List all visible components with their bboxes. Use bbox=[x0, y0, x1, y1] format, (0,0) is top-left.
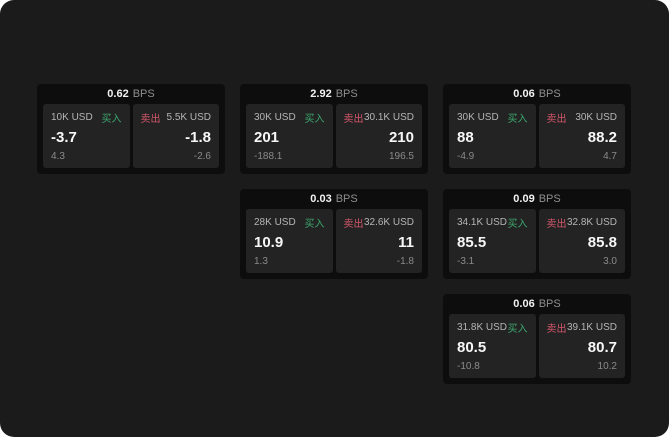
buy-sub-value: -10.8 bbox=[457, 361, 480, 372]
buy-tile[interactable]: 34.1K USD 买入 85.5 -3.1 bbox=[449, 209, 536, 273]
buy-tile[interactable]: 30K USD 买入 88 -4.9 bbox=[449, 104, 536, 168]
buy-sub-value: -4.9 bbox=[457, 151, 475, 162]
buy-price: 201 bbox=[254, 128, 280, 146]
sell-label: 卖出 bbox=[546, 324, 567, 335]
spread-value: 0.03 bbox=[310, 193, 332, 205]
spread-header: 2.92 BPS bbox=[240, 84, 428, 104]
sell-price: 11 bbox=[398, 233, 414, 251]
sell-amount: 39.1K USD bbox=[566, 322, 617, 333]
quote-card-3[interactable]: 0.06 BPS 30K USD 买入 88 -4.9 卖出 30K USD bbox=[443, 84, 631, 174]
spread-unit: BPS bbox=[335, 193, 358, 205]
buy-price: -3.7 bbox=[51, 128, 77, 146]
buy-sub-value: 1.3 bbox=[254, 256, 268, 267]
sell-amount: 32.8K USD bbox=[566, 217, 617, 228]
sell-sub-value: -2.6 bbox=[193, 151, 211, 162]
sell-tile[interactable]: 卖出 39.1K USD 80.7 10.2 bbox=[538, 314, 625, 378]
buy-amount: 30K USD bbox=[457, 112, 499, 123]
buy-amount: 10K USD bbox=[51, 112, 93, 123]
buy-amount: 31.8K USD bbox=[457, 322, 508, 333]
sell-tile[interactable]: 卖出 32.6K USD 11 -1.8 bbox=[335, 209, 422, 273]
buy-price: 88 bbox=[457, 128, 474, 146]
spread-header: 0.03 BPS bbox=[240, 189, 428, 209]
buy-price: 10.9 bbox=[254, 233, 284, 251]
buy-sub-value: -3.1 bbox=[457, 256, 475, 267]
sell-label: 卖出 bbox=[343, 114, 364, 125]
sell-price: -1.8 bbox=[185, 128, 211, 146]
quote-card-6[interactable]: 0.06 BPS 31.8K USD 买入 80.5 -10.8 卖出 39.1… bbox=[443, 294, 631, 384]
quote-card-4[interactable]: 0.03 BPS 28K USD 买入 10.9 1.3 卖出 32.6K US… bbox=[240, 189, 428, 279]
sell-price: 85.8 bbox=[587, 233, 617, 251]
spread-unit: BPS bbox=[335, 88, 358, 100]
spread-header: 0.06 BPS bbox=[443, 294, 631, 314]
sell-price: 80.7 bbox=[587, 338, 617, 356]
spread-unit: BPS bbox=[132, 88, 155, 100]
sell-price: 88.2 bbox=[587, 128, 617, 146]
sell-tile[interactable]: 卖出 5.5K USD -1.8 -2.6 bbox=[132, 104, 219, 168]
buy-label: 买入 bbox=[507, 114, 528, 125]
sell-sub-value: 4.7 bbox=[603, 151, 617, 162]
buy-tile[interactable]: 31.8K USD 买入 80.5 -10.8 bbox=[449, 314, 536, 378]
sell-sub-value: 3.0 bbox=[603, 256, 617, 267]
buy-amount: 28K USD bbox=[254, 217, 296, 228]
sell-amount: 5.5K USD bbox=[166, 112, 211, 123]
spread-unit: BPS bbox=[538, 298, 561, 310]
sell-label: 卖出 bbox=[343, 219, 364, 230]
sell-tile[interactable]: 卖出 30K USD 88.2 4.7 bbox=[538, 104, 625, 168]
quote-card-5[interactable]: 0.09 BPS 34.1K USD 买入 85.5 -3.1 卖出 32.8K… bbox=[443, 189, 631, 279]
buy-tile[interactable]: 30K USD 买入 201 -188.1 bbox=[246, 104, 333, 168]
spread-value: 0.62 bbox=[107, 88, 129, 100]
sell-tile[interactable]: 卖出 30.1K USD 210 196.5 bbox=[335, 104, 422, 168]
spread-header: 0.09 BPS bbox=[443, 189, 631, 209]
buy-amount: 30K USD bbox=[254, 112, 296, 123]
sell-label: 卖出 bbox=[140, 114, 161, 125]
quote-card-2[interactable]: 2.92 BPS 30K USD 买入 201 -188.1 卖出 30.1K … bbox=[240, 84, 428, 174]
buy-tile[interactable]: 28K USD 买入 10.9 1.3 bbox=[246, 209, 333, 273]
buy-label: 买入 bbox=[304, 114, 325, 125]
spread-value: 2.92 bbox=[310, 88, 332, 100]
buy-label: 买入 bbox=[507, 219, 528, 230]
spread-unit: BPS bbox=[538, 88, 561, 100]
buy-amount: 34.1K USD bbox=[457, 217, 508, 228]
buy-sub-value: 4.3 bbox=[51, 151, 65, 162]
sell-tile[interactable]: 卖出 32.8K USD 85.8 3.0 bbox=[538, 209, 625, 273]
quote-card-grid: 0.62 BPS 10K USD 买入 -3.7 4.3 卖出 5.5K USD bbox=[37, 84, 631, 384]
buy-label: 买入 bbox=[304, 219, 325, 230]
buy-price: 85.5 bbox=[457, 233, 487, 251]
buy-label: 买入 bbox=[101, 114, 122, 125]
sell-price: 210 bbox=[388, 128, 414, 146]
buy-sub-value: -188.1 bbox=[254, 151, 283, 162]
quote-card-1[interactable]: 0.62 BPS 10K USD 买入 -3.7 4.3 卖出 5.5K USD bbox=[37, 84, 225, 174]
buy-label: 买入 bbox=[507, 324, 528, 335]
spread-header: 0.06 BPS bbox=[443, 84, 631, 104]
spread-value: 0.06 bbox=[513, 298, 535, 310]
sell-sub-value: 196.5 bbox=[388, 151, 414, 162]
sell-sub-value: -1.8 bbox=[396, 256, 414, 267]
sell-amount: 32.6K USD bbox=[363, 217, 414, 228]
sell-amount: 30K USD bbox=[575, 112, 617, 123]
sell-label: 卖出 bbox=[546, 219, 567, 230]
spread-value: 0.06 bbox=[513, 88, 535, 100]
sell-amount: 30.1K USD bbox=[363, 112, 414, 123]
sell-sub-value: 10.2 bbox=[597, 361, 617, 372]
buy-price: 80.5 bbox=[457, 338, 487, 356]
spread-value: 0.09 bbox=[513, 193, 535, 205]
spread-header: 0.62 BPS bbox=[37, 84, 225, 104]
buy-tile[interactable]: 10K USD 买入 -3.7 4.3 bbox=[43, 104, 130, 168]
spread-unit: BPS bbox=[538, 193, 561, 205]
sell-label: 卖出 bbox=[546, 114, 567, 125]
